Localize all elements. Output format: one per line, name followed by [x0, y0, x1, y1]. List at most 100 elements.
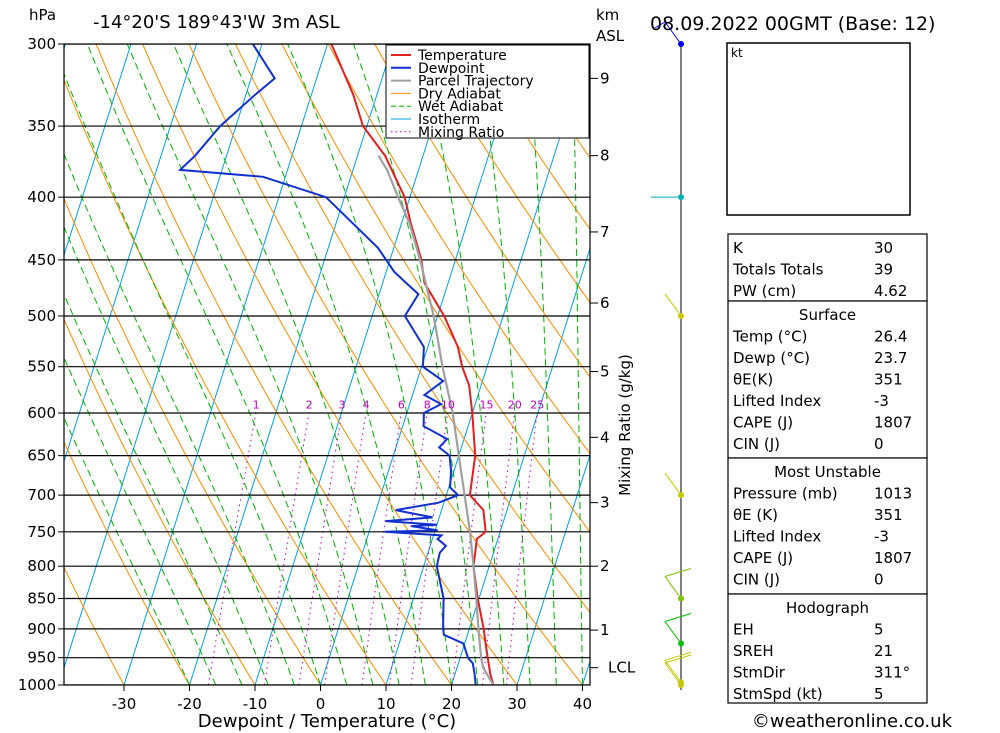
table-row-value: 311°	[874, 664, 910, 682]
temperature-tick-label: 20	[442, 695, 461, 713]
wind-barb-flag	[664, 654, 692, 664]
most-unstable-table-title: Most Unstable	[774, 463, 881, 481]
mixing-ratio-label: 2	[306, 398, 313, 411]
dry-adiabat-line	[374, 44, 590, 378]
legend-label: Dry Adiabat	[418, 86, 501, 102]
mixing-ratio-line	[298, 412, 343, 685]
pressure-tick-label: 500	[27, 307, 56, 325]
wind-barb-flag	[654, 21, 666, 29]
pressure-tick-label: 550	[27, 358, 56, 376]
wet-adiabat-line	[64, 225, 269, 685]
indices-tables: K 30 Totals Totals 39 PW (cm) 4.62 Surface Temp…	[727, 233, 928, 704]
table-row-value: -3	[874, 392, 889, 410]
km-tick-label: 8	[600, 147, 610, 165]
dry-adiabat-line	[64, 318, 256, 685]
km-tick-label: 9	[600, 69, 610, 87]
km-tick-label: 5	[600, 363, 610, 381]
wet-adiabat-line	[352, 44, 479, 685]
wet-adiabat-line	[226, 44, 426, 685]
hodograph-box	[726, 42, 911, 216]
isotherm-line	[189, 44, 394, 685]
dry-adiabat-line	[64, 441, 190, 685]
table-row-label: StmSpd (kt)	[733, 685, 823, 703]
dry-adiabat-line	[64, 197, 321, 685]
table-row-label: CAPE (J)	[733, 549, 793, 567]
pressure-tick-label: 950	[27, 649, 56, 667]
wet-adiabat-line	[172, 44, 400, 685]
wet-adiabat-line	[64, 152, 295, 685]
wet-adiabat-line	[476, 44, 531, 685]
table-row-value: 1807	[874, 549, 912, 567]
pressure-tick-label: 900	[27, 620, 56, 638]
table-row-value: 5	[874, 621, 884, 639]
dry-adiabat-line	[327, 44, 590, 455]
location-title: -14°20'S 189°43'W 3m ASL	[93, 12, 340, 33]
mixing-ratio-label: 25	[530, 398, 544, 411]
surface-table	[727, 300, 928, 459]
temperature-profile	[330, 44, 495, 685]
wet-adiabat-line	[527, 44, 557, 685]
temperature-tick-label: 0	[316, 695, 326, 713]
table-row-label: Lifted Index	[733, 392, 821, 410]
dry-adiabat-line	[420, 44, 590, 304]
km-tick-label: 4	[600, 428, 610, 446]
pressure-tick-label: 800	[27, 557, 56, 575]
background-grid	[64, 26, 1000, 685]
dry-adiabat-line	[467, 44, 590, 231]
isotherm-line	[64, 44, 132, 257]
dry-adiabat-line	[963, 26, 1000, 685]
hpa-unit-label: hPa	[29, 6, 56, 24]
legend-label: Dewpoint	[418, 61, 485, 77]
table-row-value: 5	[874, 685, 884, 703]
isotherm-line	[385, 44, 590, 685]
hodograph-stats-table-title: Hodograph	[786, 599, 869, 617]
pressure-tick-label: 1000	[18, 676, 56, 694]
wind-barb-staff	[664, 621, 682, 644]
km-tick-label: LCL	[608, 659, 636, 677]
date-title: 08.09.2022 00GMT (Base: 12)	[650, 13, 935, 35]
dry-adiabat-line	[917, 26, 1000, 685]
mixing-ratio-line	[263, 412, 310, 685]
wind-barb-staff	[664, 293, 682, 317]
mixing-ratio-label: 3	[338, 398, 345, 411]
pressure-tick-label: 850	[27, 589, 56, 607]
temperature-tick-label: 30	[507, 695, 526, 713]
km-tick-label: 7	[600, 223, 610, 241]
parcel-trajectory-profile	[377, 155, 495, 685]
table-row-value: 1807	[874, 414, 912, 432]
legend-label: Wet Adiabat	[418, 99, 504, 115]
hodograph-unit-label: kt	[731, 46, 743, 60]
mixing-ratio-label: 4	[363, 398, 370, 411]
table-row-label: θE(K)	[733, 371, 773, 389]
table-row-value: -3	[874, 528, 889, 546]
wet-adiabat-line	[64, 293, 243, 685]
mixing-ratio-label: 20	[508, 398, 522, 411]
wind-barb-column	[651, 21, 692, 690]
profile-lines	[177, 44, 495, 685]
table-row-label: PW (cm)	[733, 282, 796, 300]
km-tick-label: 3	[600, 494, 610, 512]
isotherm-line	[123, 44, 328, 685]
isotherm-line	[64, 44, 263, 670]
temperature-tick-label: -30	[112, 695, 137, 713]
pressure-tick-label: 650	[27, 447, 56, 465]
table-row-label: CIN (J)	[733, 435, 780, 453]
dry-adiabat-line	[64, 78, 387, 685]
wet-adiabat-line	[126, 44, 374, 685]
wet-adiabat-line	[64, 72, 321, 685]
most-unstable-table	[727, 457, 928, 595]
km-tick-label: 6	[600, 294, 610, 312]
pressure-tick-label: 700	[27, 486, 56, 504]
table-row-label: Dewp (°C)	[733, 349, 810, 367]
dry-adiabat-line	[95, 44, 452, 685]
pressure-tick-label: 750	[27, 523, 56, 541]
temperature-tick-label: 10	[376, 695, 395, 713]
table-row-value: 0	[874, 571, 884, 589]
isotherm-line	[254, 44, 459, 685]
isotherm-line	[451, 247, 590, 685]
table-row-value: 351	[874, 506, 903, 524]
legend-label: Mixing Ratio	[418, 125, 504, 141]
table-row-value: 26.4	[874, 328, 907, 346]
table-row-label: SREH	[733, 642, 774, 660]
dry-adiabat-line	[281, 44, 590, 533]
